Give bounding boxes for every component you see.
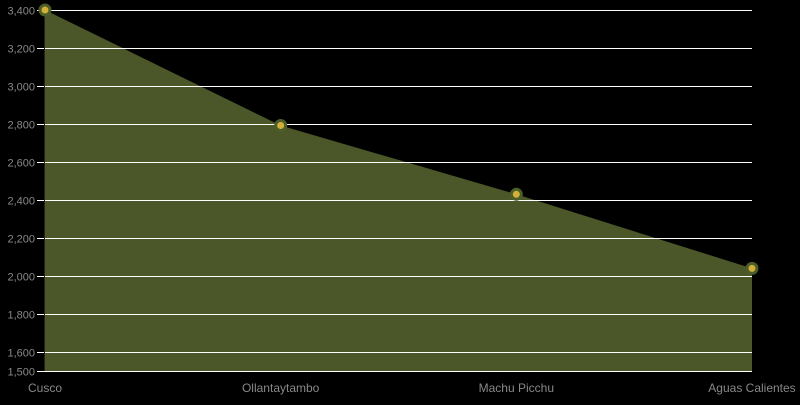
x-tick-label: Cusco (28, 381, 62, 395)
y-tick-label: 3,400 (7, 6, 35, 18)
y-tick-label: 2,000 (7, 272, 35, 284)
x-tick-label: Machu Picchu (479, 381, 554, 395)
data-point-marker[interactable] (274, 119, 288, 133)
y-tick-label: 1,600 (7, 348, 35, 360)
y-tick-label: 3,200 (7, 44, 35, 56)
data-point-marker[interactable] (509, 187, 523, 201)
y-tick-label: 2,400 (7, 196, 35, 208)
elevation-area (45, 10, 752, 371)
y-tick-label: 2,200 (7, 234, 35, 246)
x-axis: Cusco Ollantaytambo Machu Picchu Aguas Cali… (28, 381, 796, 395)
data-markers (38, 3, 759, 275)
y-tick-label: 1,500 (7, 367, 35, 379)
y-tick-label: 3,000 (7, 82, 35, 94)
x-tick-label: Ollantaytambo (242, 381, 320, 395)
x-tick-label: Aguas Calientes (708, 381, 795, 395)
y-axis: 1,500 1,600 1,800 2,000 2,200 2,400 2,600 2,800… (7, 6, 752, 379)
y-tick-label: 1,800 (7, 310, 35, 322)
data-point-marker[interactable] (745, 261, 759, 275)
y-tick-label: 2,600 (7, 158, 35, 170)
y-tick-label: 2,800 (7, 120, 35, 132)
data-point-marker[interactable] (38, 3, 52, 17)
